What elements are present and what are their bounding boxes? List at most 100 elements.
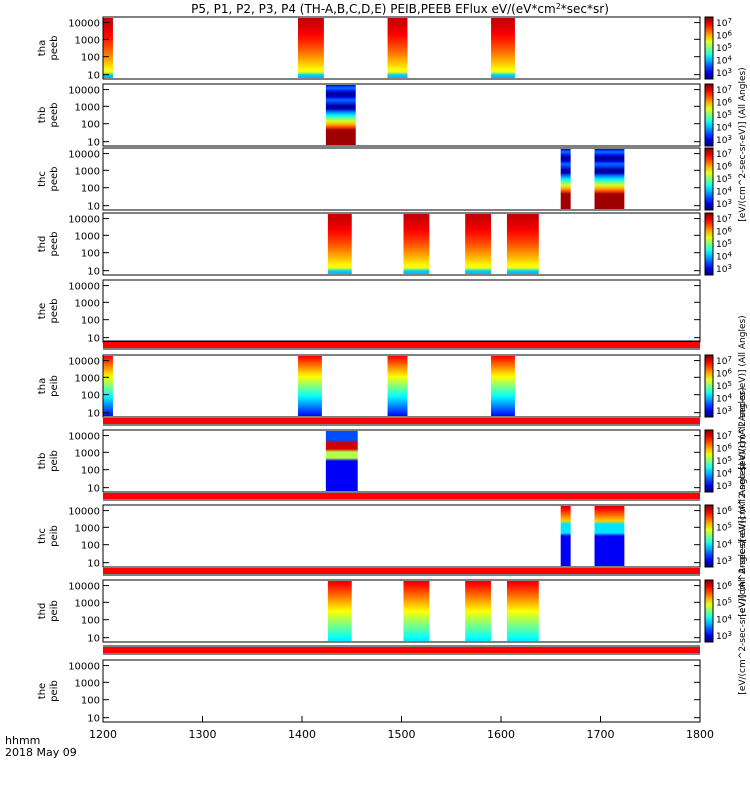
y-tick-label: 10 (87, 714, 100, 725)
colorbar-tick-label: 103 (716, 67, 732, 79)
colorbar-tick-label: 106 (716, 368, 732, 380)
colorbar-strip (704, 579, 714, 643)
colorbar-tick-label: 105 (716, 173, 732, 185)
colorbar-tick-label: 106 (716, 226, 732, 238)
panel-probe-label: thc (37, 528, 48, 544)
y-tick-label: 1000 (75, 35, 100, 46)
y-tick-label: 100 (81, 616, 100, 627)
y-tick-label: 10000 (68, 19, 100, 30)
panel-frame (102, 212, 701, 276)
colorbar-0: 1031041051061071031041051061071031041051… (704, 16, 748, 276)
data-interval-2 (387, 18, 408, 78)
data-interval-0 (327, 214, 352, 274)
red-band (103, 493, 700, 499)
x-axis: 1200 1300 1400 1500 1600 1700 1800 (89, 716, 714, 741)
data-interval-0 (103, 356, 113, 416)
colorbar-label: [eV/(cm^2-sec-sr-eV)] (All Angles) (738, 462, 748, 616)
y-tick-label: 1000 (75, 102, 100, 113)
y-tick-label: 10 (87, 334, 100, 345)
y-tick-label: 10 (87, 202, 100, 213)
chart-title: P5, P1, P2, P3, P4 (TH-A,B,C,D,E) PEIB,P… (191, 2, 609, 16)
red-band (103, 568, 700, 574)
colorbar-tick-label: 104 (716, 122, 732, 134)
y-tick-label: 100 (81, 53, 100, 64)
data-interval-3 (491, 356, 515, 416)
panel-product-label: peeb (49, 232, 60, 257)
y-tick-label: 10000 (68, 150, 100, 161)
colorbar-tick-label: 103 (716, 555, 732, 567)
x-tick-label: 1400 (288, 728, 316, 741)
panel-product-label: peib (49, 375, 60, 397)
panel-probe-label: tha (37, 40, 48, 56)
data-interval-0 (325, 85, 356, 145)
colorbar-tick-label: 103 (716, 198, 732, 210)
panel-the-peib: 10 100 1000 10000 the peib (37, 659, 701, 725)
panel-tha-peib: 10 100 1000 10000 tha peib (37, 354, 701, 420)
colorbar-tick-label: 104 (716, 55, 732, 67)
x-tick-label: 1500 (388, 728, 416, 741)
colorbar-label: [eV/(cm^2-sec-sr-eV)] (All Angles) (738, 540, 748, 694)
colorbar-tick-label: 106 (716, 505, 732, 517)
date-label: 2018 May 09 (5, 746, 77, 759)
data-interval-1 (403, 214, 430, 274)
y-tick-label: 1000 (75, 448, 100, 459)
panel-probe-label: thd (37, 236, 48, 253)
x-tick-label: 1600 (487, 728, 515, 741)
panel-product-label: peeb (49, 299, 60, 324)
colorbar-tick-label: 106 (716, 97, 732, 109)
panel-thd-peeb: 10 100 1000 10000 thd peeb (37, 212, 701, 278)
colorbar-tick-label: 107 (716, 213, 732, 225)
colorbar-tick-label: 107 (716, 84, 732, 96)
data-interval-1 (403, 581, 430, 641)
colorbar-tick-label: 106 (716, 443, 732, 455)
panel-probe-label: thb (37, 453, 48, 470)
panel-probe-label: thb (37, 107, 48, 124)
colorbar-strip (704, 504, 714, 568)
panel-thb-peib: 10 100 1000 10000 thb peib (37, 429, 701, 495)
panel-probe-label: tha (37, 378, 48, 394)
colorbar-tick-label: 104 (716, 186, 732, 198)
colorbar-tick-label: 105 (716, 380, 732, 392)
panel-product-label: peib (49, 525, 60, 547)
data-interval-0 (327, 581, 352, 641)
red-band (103, 647, 700, 653)
data-interval-1 (594, 149, 625, 209)
y-tick-label: 10000 (68, 662, 100, 673)
panel-probe-label: the (37, 683, 48, 699)
panel-background (103, 213, 700, 275)
colorbar-tick-label: 103 (716, 405, 732, 417)
colorbar-tick-label: 105 (716, 522, 732, 534)
panel-thd-peib: 10 100 1000 10000 thd peib (37, 579, 701, 645)
x-axis-label: hhmm (5, 734, 40, 747)
y-tick-label: 1000 (75, 523, 100, 534)
y-tick-label: 10000 (68, 215, 100, 226)
colorbar-strip (704, 212, 714, 276)
colorbar-tick-label: 107 (716, 148, 732, 160)
panel-frame (102, 147, 701, 211)
red-band (103, 342, 700, 348)
y-tick-label: 100 (81, 696, 100, 707)
panel-probe-label: thc (37, 171, 48, 187)
colorbar-tick-label: 105 (716, 109, 732, 121)
y-tick-label: 100 (81, 466, 100, 477)
colorbar-tick-label: 106 (716, 580, 732, 592)
separator-band (103, 566, 700, 576)
y-tick-label: 1000 (75, 298, 100, 309)
panel-tha-peeb: 10 100 1000 10000 tha peeb (37, 16, 701, 82)
panel-background (103, 430, 700, 492)
separator-band (103, 416, 700, 426)
panel-thc-peeb: 10 100 1000 10000 thc peeb (37, 147, 701, 213)
colorbar-label: [eV/(cm^2-sec-sr-eV)] (All Angles) (738, 315, 748, 469)
colorbar-strip (704, 429, 714, 493)
data-interval-3 (491, 18, 515, 78)
y-tick-label: 100 (81, 184, 100, 195)
colorbar-tick-label: 106 (716, 161, 732, 173)
colorbar-strip (704, 16, 714, 80)
colorbar-tick-label: 106 (716, 30, 732, 42)
colorbar-tick-label: 103 (716, 263, 732, 275)
data-interval-2 (465, 581, 492, 641)
colorbar-label: [eV/(cm^2-sec-sr-eV)] (All Angles) (738, 387, 748, 541)
y-tick-label: 100 (81, 541, 100, 552)
